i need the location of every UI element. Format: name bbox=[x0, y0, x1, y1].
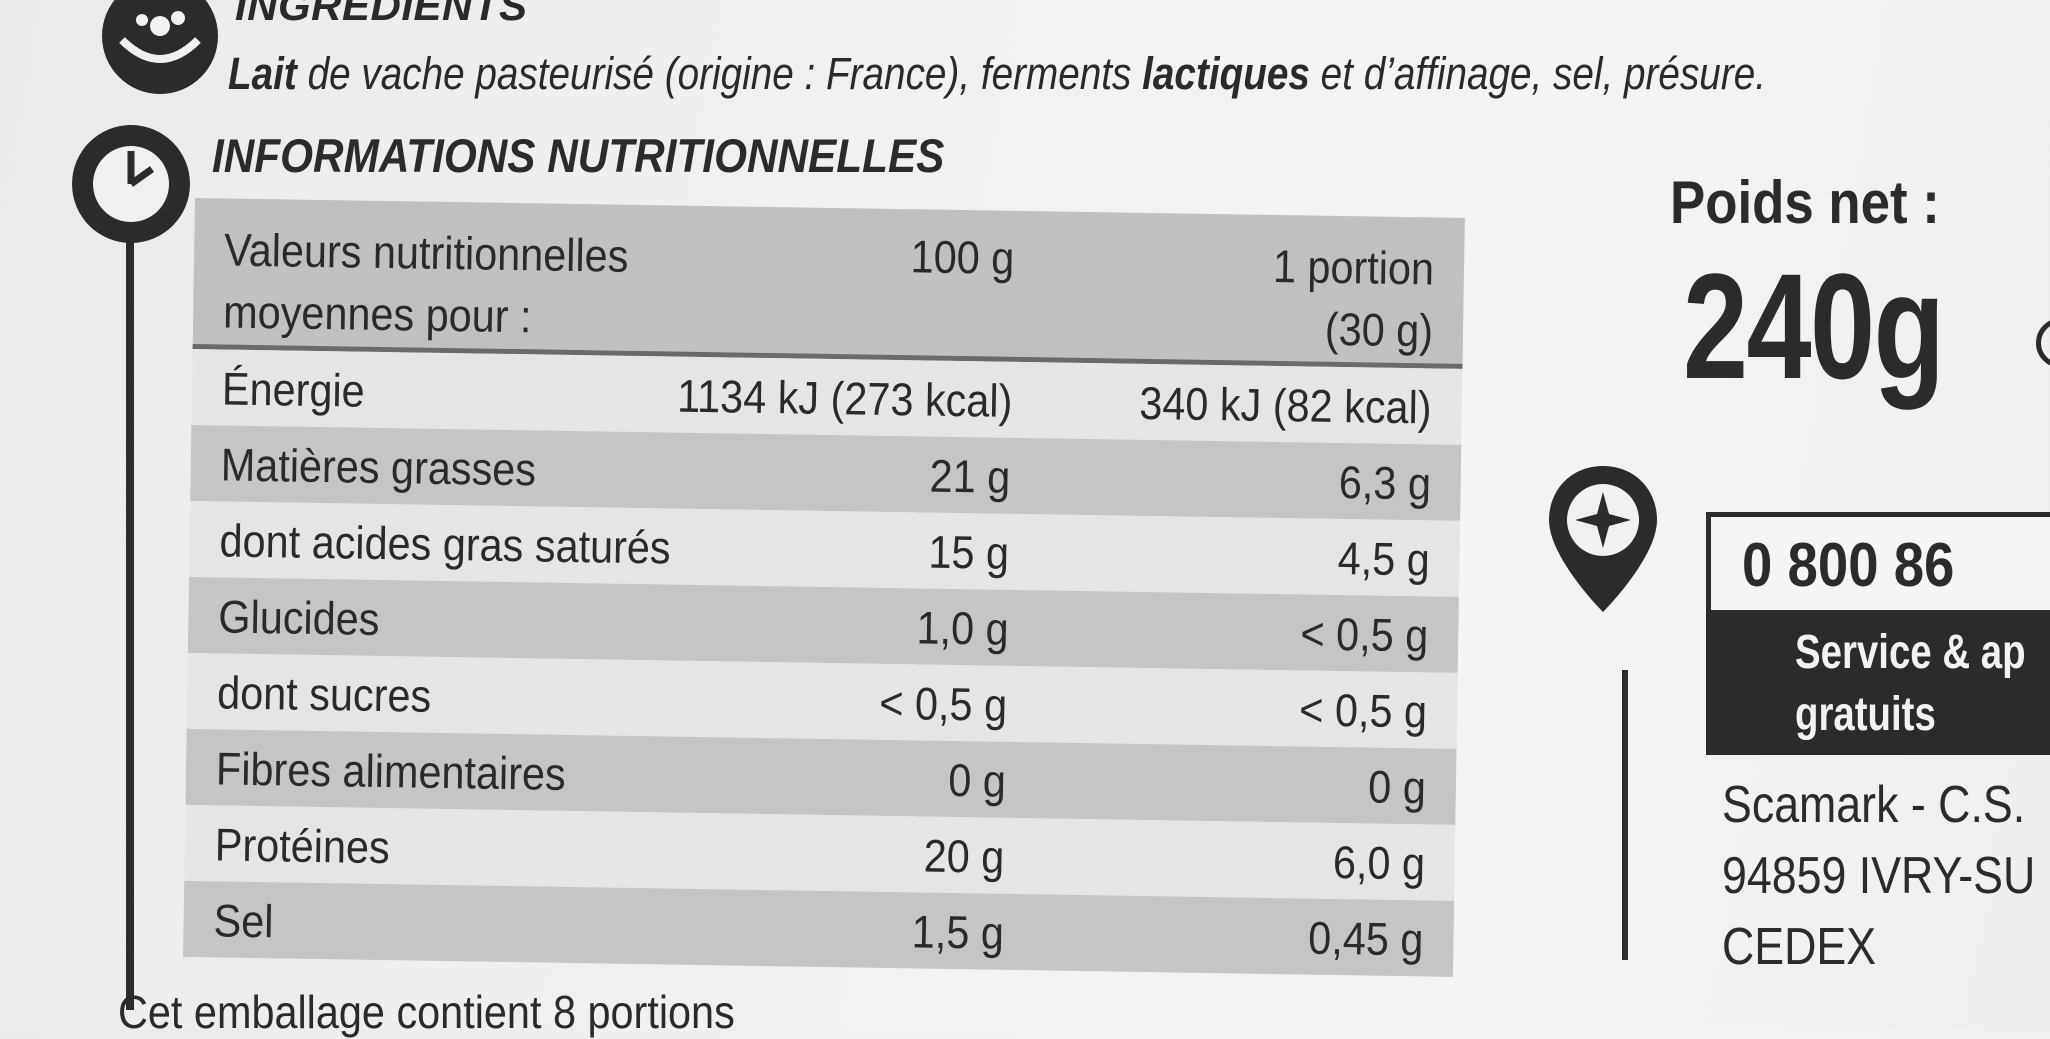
header-100g: 100 g bbox=[910, 230, 1015, 284]
row-label: dont sucres bbox=[216, 666, 432, 722]
nutrition-divider bbox=[126, 240, 134, 1010]
row-per-100g: 1,0 g bbox=[915, 601, 1009, 655]
contact-divider bbox=[1622, 670, 1628, 960]
row-label: Énergie bbox=[221, 362, 366, 417]
row-per-100g: 1,5 g bbox=[911, 905, 1004, 959]
row-label: Protéines bbox=[214, 818, 391, 874]
row-per-100g: 1134 kJ (273 kcal) bbox=[676, 369, 1013, 427]
header-portion-text: 1 portion (30 g) bbox=[1272, 239, 1435, 357]
address-line-1: Scamark - C.S. bbox=[1722, 776, 2026, 834]
table-header: Valeurs nutritionnelles moyennes pour : … bbox=[192, 198, 1465, 369]
row-per-100g: 0 g bbox=[947, 753, 1007, 807]
ingredients-lait: Lait bbox=[228, 48, 297, 99]
row-per-portion: < 0,5 g bbox=[1300, 607, 1429, 662]
address-line-2: 94859 IVRY-SU bbox=[1722, 847, 2036, 905]
row-per-portion: 0,45 g bbox=[1307, 911, 1424, 966]
row-label: dont acides gras saturés bbox=[219, 514, 672, 574]
nutrition-table: Valeurs nutritionnelles moyennes pour : … bbox=[183, 198, 1465, 977]
address-line-3: CEDEX bbox=[1722, 918, 1877, 976]
service-text: Service & ap gratuits bbox=[1795, 622, 2026, 746]
row-per-100g: 20 g bbox=[923, 829, 1006, 883]
phone-box bbox=[1706, 512, 2050, 618]
row-label: Matières grasses bbox=[220, 438, 537, 496]
row-label: Glucides bbox=[218, 590, 380, 645]
row-per-portion: 6,0 g bbox=[1332, 835, 1426, 890]
ingredients-title: INGRÉDIENTS bbox=[235, 0, 528, 29]
ingredients-lactiques: lactiques bbox=[1142, 48, 1310, 99]
portions-note: Cet emballage contient 8 portions bbox=[118, 986, 735, 1038]
service-line-1: Service & ap bbox=[1795, 626, 2026, 679]
row-label: Sel bbox=[213, 894, 274, 948]
header-portion: 1 portion (30 g) bbox=[1244, 235, 1435, 362]
row-per-portion: 0 g bbox=[1367, 760, 1427, 814]
service-banner bbox=[1706, 610, 2050, 755]
ingredients-text: Lait de vache pasteurisé (origine : Fran… bbox=[228, 48, 1766, 100]
row-per-portion: 340 kJ (82 kcal) bbox=[1139, 376, 1433, 434]
row-per-portion: 6,3 g bbox=[1338, 456, 1432, 510]
row-label: Fibres alimentaires bbox=[215, 742, 567, 800]
net-weight-label: Poids net : bbox=[1670, 169, 1940, 236]
location-pin-icon bbox=[1545, 462, 1661, 652]
row-per-portion: 4,5 g bbox=[1336, 531, 1430, 586]
ingredients-icon bbox=[102, 0, 218, 94]
header-label: Valeurs nutritionnelles moyennes pour : bbox=[222, 223, 629, 343]
address: Scamark - C.S. 94859 IVRY-SU CEDEX bbox=[1722, 770, 2035, 983]
row-per-portion: < 0,5 g bbox=[1298, 683, 1428, 738]
clock-icon bbox=[72, 125, 190, 243]
ingredients-text-1: de vache pasteurisé (origine : France), … bbox=[296, 48, 1143, 99]
ingredients-text-2: et d’affinage, sel, présure. bbox=[1309, 48, 1766, 99]
estimated-sign-icon bbox=[2036, 318, 2050, 368]
row-per-100g: 15 g bbox=[928, 525, 1010, 579]
row-per-100g: 21 g bbox=[929, 449, 1012, 503]
nutrition-title: INFORMATIONS NUTRITIONNELLES bbox=[212, 129, 945, 182]
phone-number: 0 800 86 bbox=[1742, 531, 1955, 600]
row-per-100g: < 0,5 g bbox=[878, 676, 1008, 731]
service-line-2: gratuits bbox=[1795, 688, 1936, 741]
net-weight-value: 240g bbox=[1683, 242, 1945, 410]
